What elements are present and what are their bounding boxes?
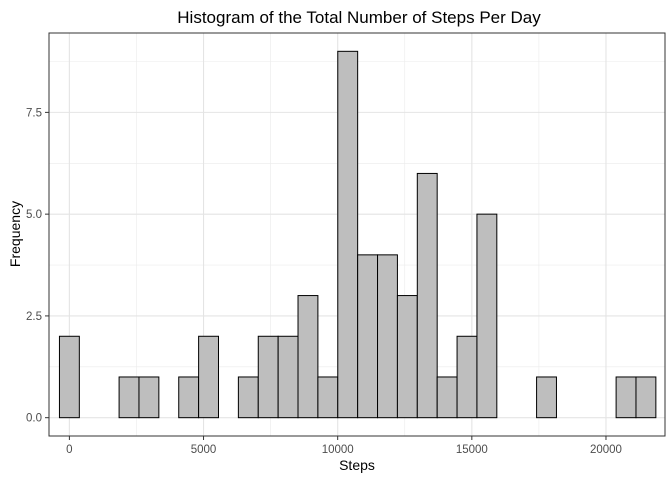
x-tick-label: 10000: [322, 444, 354, 456]
histogram-bar: [476, 213, 498, 419]
x-tick-label: 5000: [191, 444, 217, 456]
y-tick-label: 2.5: [26, 311, 42, 323]
y-axis-title: Frequency: [7, 201, 23, 267]
x-tick-label: 15000: [456, 444, 488, 456]
histogram-bar: [357, 254, 379, 419]
y-tick-label: 5.0: [26, 209, 42, 221]
histogram-bar: [118, 376, 140, 419]
histogram-bar: [138, 376, 160, 419]
y-tick-label: 0.0: [26, 413, 42, 425]
histogram-bar: [396, 295, 418, 419]
histogram-bar: [237, 376, 259, 419]
panel-border: [48, 32, 666, 437]
histogram-bar: [635, 376, 657, 419]
histogram-bar: [58, 335, 80, 419]
histogram-bar: [615, 376, 637, 419]
histogram-bar: [377, 254, 398, 419]
histogram-bar: [178, 376, 200, 419]
histogram-bar: [257, 335, 279, 419]
histogram-bar: [337, 50, 359, 419]
histogram-bar: [416, 172, 438, 419]
histogram-bar: [536, 376, 557, 419]
histogram-bar: [456, 335, 478, 419]
ticks-layer: 0 5000 10000 15000 20000 0.0 2.5 5.0 7.5: [26, 107, 622, 456]
bars-layer: [58, 50, 657, 419]
histogram-bar: [297, 295, 319, 419]
histogram-bar: [436, 376, 458, 419]
y-tick-label: 7.5: [26, 107, 42, 119]
histogram-bar: [277, 335, 299, 419]
chart-title: Histogram of the Total Number of Steps P…: [177, 8, 541, 27]
x-tick-label: 20000: [590, 444, 622, 456]
x-tick-label: 0: [66, 444, 72, 456]
x-axis-title: Steps: [339, 457, 375, 473]
histogram-bar: [198, 335, 219, 419]
histogram-bar: [317, 376, 339, 419]
